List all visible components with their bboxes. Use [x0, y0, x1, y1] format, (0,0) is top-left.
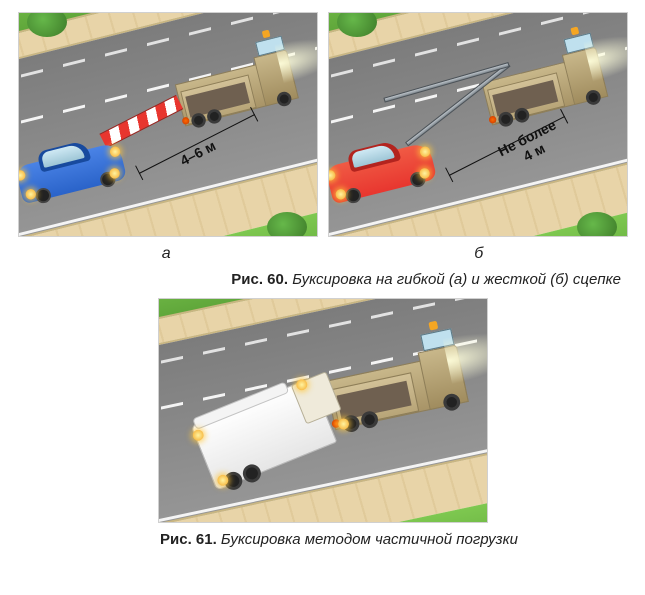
figure-60-row: 4–6 м: [10, 12, 635, 237]
figure-61-caption-text: Буксировка методом частичной погрузки: [217, 531, 518, 548]
bush-decoration: [267, 212, 307, 237]
sublabel-a: а: [162, 245, 171, 263]
figure-60-caption-text: Буксировка на гибкой (а) и жесткой (б) с…: [288, 271, 621, 288]
page: 4–6 м: [0, 0, 645, 595]
figure-61-caption: Рис. 61. Буксировка методом частичной по…: [160, 531, 621, 548]
sublabel-b: б: [474, 245, 483, 263]
beacon-light-icon: [570, 26, 579, 35]
beacon-light-icon: [428, 321, 438, 331]
beacon-light-icon: [261, 30, 270, 39]
figure-60-caption: Рис. 60. Буксировка на гибкой (а) и жест…: [10, 271, 621, 288]
figure-60-panel-a: 4–6 м: [18, 12, 318, 237]
figure-60-caption-prefix: Рис. 60.: [231, 271, 288, 288]
figure-60-panel-b: Не более 4 м: [328, 12, 628, 237]
figure-61-caption-prefix: Рис. 61.: [160, 531, 217, 548]
figure-61-panel: [158, 298, 488, 523]
figure-60-sublabels: а б: [10, 245, 635, 263]
bush-decoration: [577, 212, 617, 237]
figure-61-row: [10, 298, 635, 523]
